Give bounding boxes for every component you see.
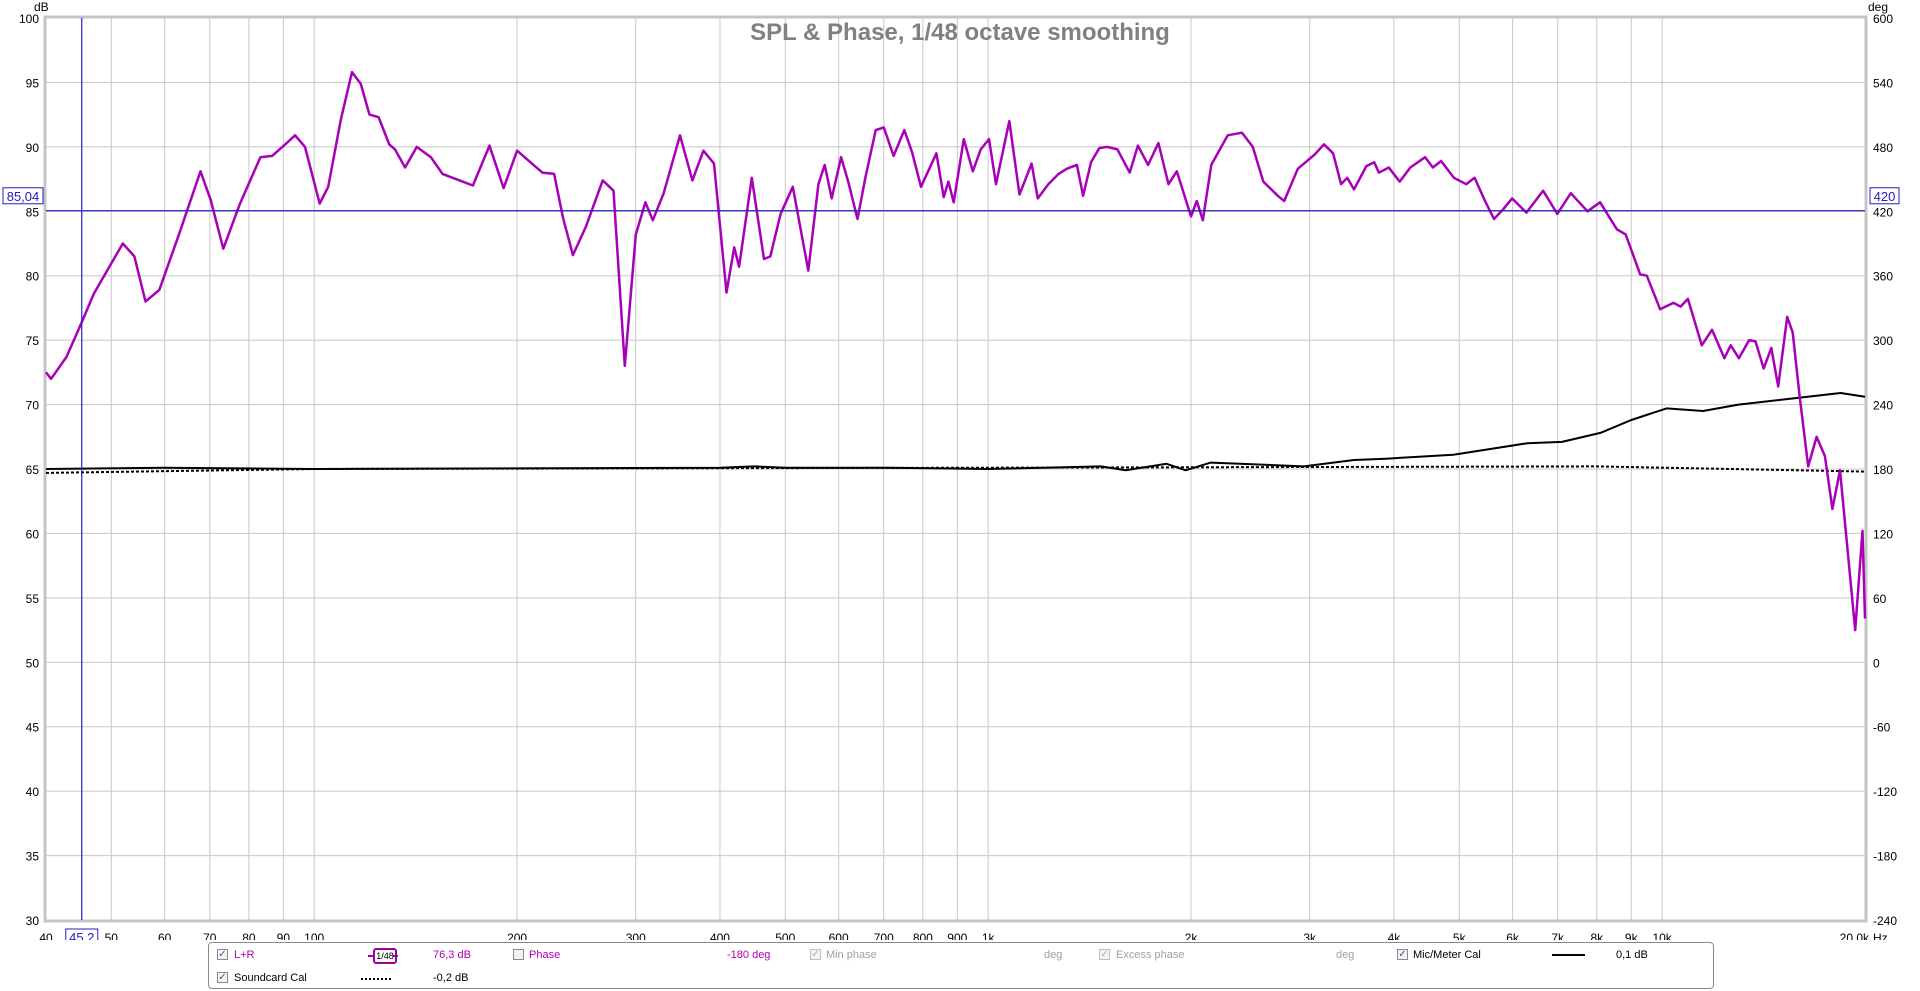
y-tick-label: 75 xyxy=(26,334,40,348)
soundcard-cal-checkbox[interactable]: ✓ xyxy=(217,972,228,983)
y2-tick-label: 480 xyxy=(1873,141,1893,155)
x-tick-label: 20,0k xyxy=(1840,931,1870,940)
y2-tick-label: 600 xyxy=(1873,12,1893,26)
x-tick-label: 1k xyxy=(982,931,996,940)
x-tick-label: 800 xyxy=(913,931,933,940)
lr-label: L+R xyxy=(234,949,255,961)
y-tick-label: 100 xyxy=(19,12,39,26)
excess-phase-label: Excess phase xyxy=(1116,949,1185,961)
mic-cal-checkbox[interactable]: ✓ xyxy=(1397,949,1408,960)
y-tick-label: 50 xyxy=(26,656,40,670)
lr-checkbox[interactable]: ✓ xyxy=(217,949,228,960)
x-tick-label: 700 xyxy=(874,931,894,940)
spl-phase-chart[interactable]: SPL & Phase, 1/48 octave smoothing 45,2 8… xyxy=(0,0,1920,940)
y2-unit-label: deg xyxy=(1868,0,1888,14)
x-tick-label: 5k xyxy=(1453,931,1467,940)
phase-checkbox[interactable]: ✓ xyxy=(513,949,524,960)
x-tick-label: 300 xyxy=(626,931,646,940)
legend-panel: ✓ L+R 1/48 76,3 dB ✓ Phase -180 deg ✓ Mi… xyxy=(208,942,1714,989)
y-tick-label: 80 xyxy=(26,270,40,284)
y-tick-label: 45 xyxy=(26,721,40,735)
x-tick-label: 40 xyxy=(39,931,53,940)
lr-value: 76,3 dB xyxy=(433,949,471,961)
y-tick-label: 55 xyxy=(26,592,40,606)
x-tick-label: 900 xyxy=(947,931,967,940)
y2-tick-label: 300 xyxy=(1873,334,1893,348)
x-tick-label: 100 xyxy=(304,931,324,940)
y2-tick-label: 540 xyxy=(1873,76,1893,90)
y-tick-label: 40 xyxy=(26,785,40,799)
cursor-y2-readout-box xyxy=(1869,187,1900,205)
x-tick-label: 3k xyxy=(1303,931,1317,940)
cursor-y2-readout: 420 xyxy=(1874,189,1896,204)
x-tick-label: 6k xyxy=(1506,931,1520,940)
chart-title: SPL & Phase, 1/48 octave smoothing xyxy=(750,19,1170,46)
y2-tick-label: 0 xyxy=(1873,656,1880,670)
x-tick-label: 80 xyxy=(242,931,256,940)
cursor-x-readout-box xyxy=(65,928,99,940)
y-tick-label: 70 xyxy=(26,399,40,413)
y2-tick-label: 240 xyxy=(1873,399,1893,413)
x-tick-label: 400 xyxy=(710,931,730,940)
y2-tick-label: 60 xyxy=(1873,592,1887,606)
x-tick-label: 50 xyxy=(105,931,119,940)
y2-tick-label: -240 xyxy=(1873,914,1897,928)
x-tick-label: 7k xyxy=(1551,931,1565,940)
soundcard-cal-value: -0,2 dB xyxy=(433,972,469,984)
mic-cal-line-swatch xyxy=(1552,954,1585,956)
soundcard-cal-label: Soundcard Cal xyxy=(234,972,307,984)
y2-tick-label: 360 xyxy=(1873,270,1893,284)
y2-tick-label: -120 xyxy=(1873,785,1897,799)
min-phase-checkbox[interactable]: ✓ xyxy=(810,949,821,960)
series-line-l-r xyxy=(45,70,1867,632)
cursor-x-readout: 45,2 xyxy=(69,930,94,940)
y-unit-label: dB xyxy=(34,0,49,14)
excess-phase-value: deg xyxy=(1336,949,1355,961)
soundcard-cal-dotted-swatch xyxy=(361,978,391,980)
y-tick-label: 65 xyxy=(26,463,40,477)
x-unit-label: Hz xyxy=(1873,931,1888,940)
x-tick-label: 60 xyxy=(158,931,172,940)
series-layer xyxy=(45,70,1867,632)
phase-value: -180 deg xyxy=(727,949,771,961)
y-tick-label: 90 xyxy=(26,141,40,155)
mic-cal-label: Mic/Meter Cal xyxy=(1413,949,1481,961)
x-tick-label: 10k xyxy=(1652,931,1672,940)
series-line-soundcard-cal xyxy=(45,465,1866,474)
y2-tick-label: 420 xyxy=(1873,205,1893,219)
y2-tick-label: -180 xyxy=(1873,850,1897,864)
x-tick-label: 200 xyxy=(507,931,527,940)
smoothing-den: 48 xyxy=(383,951,394,961)
x-tick-label: 70 xyxy=(203,931,217,940)
smoothing-num: 1 xyxy=(376,951,382,961)
min-phase-label: Min phase xyxy=(826,949,877,961)
x-tick-label: 90 xyxy=(277,931,291,940)
phase-label: Phase xyxy=(529,949,561,961)
cursor[interactable]: 45,2 85,04 420 xyxy=(2,18,1900,940)
x-tick-label: 2k xyxy=(1185,931,1199,940)
y-tick-label: 30 xyxy=(26,914,40,928)
y2-tick-label: 120 xyxy=(1873,527,1893,541)
cursor-y-readout-box xyxy=(2,187,44,205)
x-tick-label: 9k xyxy=(1625,931,1639,940)
plot-frame xyxy=(43,15,1868,923)
y-tick-label: 60 xyxy=(26,527,40,541)
y2-tick-label: 180 xyxy=(1873,463,1893,477)
axes-labels: 40 50 60 70 80 90 100 200 300 400 500 600 700 800 900 1… xyxy=(19,12,1897,940)
excess-phase-checkbox[interactable]: ✓ xyxy=(1099,949,1110,960)
x-tick-label: 500 xyxy=(775,931,795,940)
mic-cal-value: 0,1 dB xyxy=(1616,949,1648,961)
x-tick-label: 4k xyxy=(1388,931,1402,940)
min-phase-value: deg xyxy=(1044,949,1063,961)
cursor-y-readout: 85,04 xyxy=(7,189,40,204)
y-tick-label: 35 xyxy=(26,850,40,864)
x-tick-label: 600 xyxy=(829,931,849,940)
x-tick-label: 8k xyxy=(1590,931,1604,940)
y2-tick-label: -60 xyxy=(1873,721,1891,735)
y-tick-label: 95 xyxy=(26,76,40,90)
y-tick-label: 85 xyxy=(26,205,40,219)
series-line-mic-meter-cal xyxy=(45,392,1866,472)
smoothing-button[interactable]: 1/48 xyxy=(368,948,398,964)
